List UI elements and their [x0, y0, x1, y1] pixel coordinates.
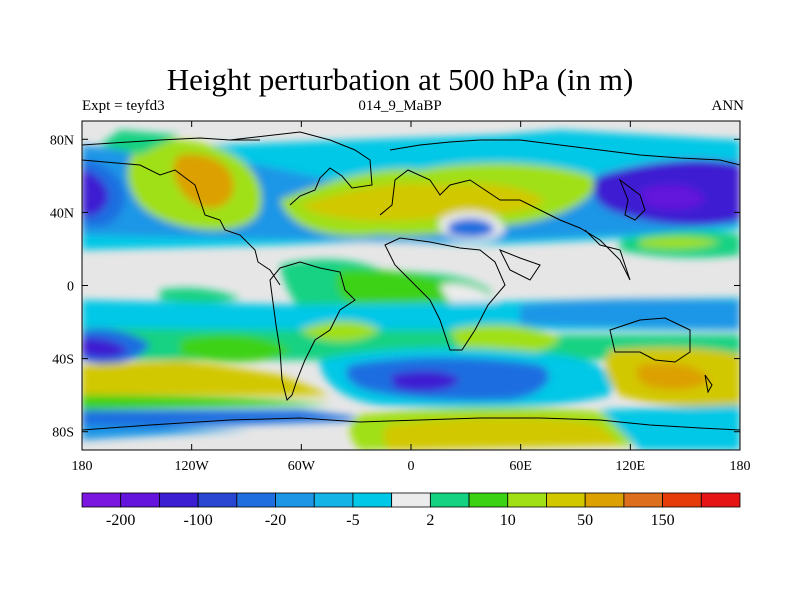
- colorbar-label: 2: [426, 512, 434, 529]
- y-tick-label: 0: [67, 280, 74, 295]
- colorbar-swatch: [546, 492, 586, 508]
- colorbar-swatch: [584, 492, 625, 508]
- contour-fill: [82, 130, 740, 450]
- colorbar-label: -5: [346, 512, 359, 529]
- colorbar-swatch: [120, 492, 160, 508]
- latitude-axis: 80N 40N 0 40S 80S: [50, 133, 740, 441]
- colorbar-label: -20: [265, 512, 286, 529]
- x-tick-label: 60W: [288, 459, 316, 474]
- colorbar-swatch: [623, 492, 663, 508]
- colorbar-swatch: [468, 492, 509, 508]
- y-tick-label: 80S: [52, 426, 74, 441]
- colorbar-swatch: [313, 492, 354, 508]
- longitude-axis: 180 120W 60W 0 60E 120E 180: [72, 121, 751, 474]
- x-tick-label: 180: [730, 459, 751, 474]
- colorbar-swatch: [275, 492, 315, 508]
- colorbar-swatch: [700, 492, 741, 508]
- period-label: 014_9_MaBP: [358, 98, 442, 114]
- x-tick-label: 120W: [175, 459, 210, 474]
- x-tick-label: 0: [408, 459, 415, 474]
- x-tick-label: 120E: [616, 459, 646, 474]
- colorbar-swatch: [391, 492, 431, 508]
- colorbar-label: -200: [106, 512, 135, 529]
- colorbar-swatch: [507, 492, 547, 508]
- colorbar-label: 50: [577, 512, 593, 529]
- colorbar-swatch: [81, 492, 122, 508]
- colorbar-label: 10: [500, 512, 516, 529]
- x-tick-label: 180: [72, 459, 93, 474]
- colorbar-swatch: [236, 492, 276, 508]
- plot-title: Height perturbation at 500 hPa (in m): [166, 62, 634, 97]
- coastlines: [82, 131, 740, 431]
- season-label: ANN: [711, 98, 745, 114]
- experiment-label: Expt = teyfd3: [82, 98, 165, 114]
- y-tick-label: 40N: [50, 206, 74, 221]
- colorbar-swatch: [159, 492, 199, 508]
- colorbar-swatch: [197, 492, 238, 508]
- colorbar-swatch: [662, 492, 702, 508]
- colorbar: -200 -100 -20 -5 2 10 50 150: [81, 492, 741, 529]
- colorbar-swatch: [429, 492, 470, 508]
- colorbar-label: -100: [183, 512, 212, 529]
- height-field: [82, 121, 740, 450]
- colorbar-label: 150: [651, 512, 675, 529]
- y-tick-label: 40S: [52, 353, 74, 368]
- colorbar-swatch: [352, 492, 393, 508]
- x-tick-label: 60E: [509, 459, 532, 474]
- y-tick-label: 80N: [50, 133, 74, 148]
